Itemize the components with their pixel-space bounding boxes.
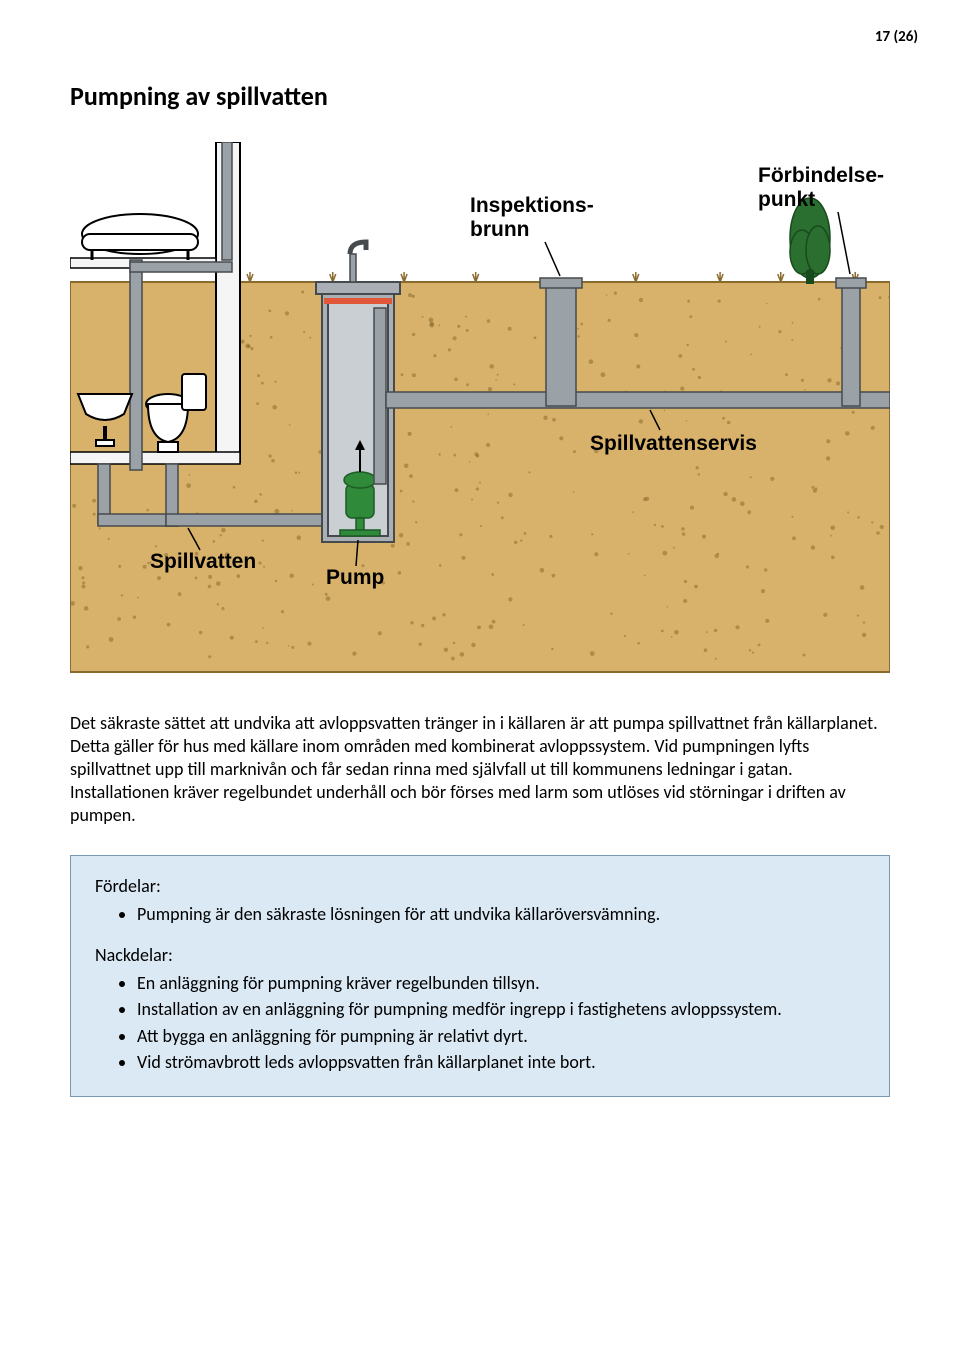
list-item: Vid strömavbrott leds avloppsvatten från… — [137, 1050, 865, 1074]
body-paragraph: Det säkraste sättet att undvika att avlo… — [70, 712, 890, 827]
svg-text:brunn: brunn — [470, 218, 529, 241]
nackdelar-list: En anläggning för pumpning kräver regelb… — [95, 971, 865, 1074]
pros-cons-box: Fördelar: Pumpning är den säkraste lösni… — [70, 855, 890, 1097]
svg-text:Spillvattenservis: Spillvattenservis — [590, 432, 757, 455]
list-item: Installation av en anläggning för pumpni… — [137, 997, 865, 1021]
page-number: 17 (26) — [875, 28, 918, 46]
svg-text:Förbindelse-: Förbindelse- — [758, 164, 884, 187]
list-item: Att bygga en anläggning för pumpning är … — [137, 1024, 865, 1048]
diagram: Inspektions- brunn Förbindelse- punkt Sp… — [70, 142, 890, 682]
nackdelar-label: Nackdelar: — [95, 943, 865, 967]
fordelar-list: Pumpning är den säkraste lösningen för a… — [95, 902, 865, 926]
fordelar-label: Fördelar: — [95, 874, 865, 898]
svg-text:Inspektions-: Inspektions- — [470, 194, 594, 217]
list-item: En anläggning för pumpning kräver regelb… — [137, 971, 865, 995]
svg-text:Pump: Pump — [326, 566, 384, 589]
svg-text:Spillvatten: Spillvatten — [150, 550, 256, 573]
list-item: Pumpning är den säkraste lösningen för a… — [137, 902, 865, 926]
page-title: Pumpning av spillvatten — [70, 80, 890, 112]
svg-text:punkt: punkt — [758, 188, 815, 211]
